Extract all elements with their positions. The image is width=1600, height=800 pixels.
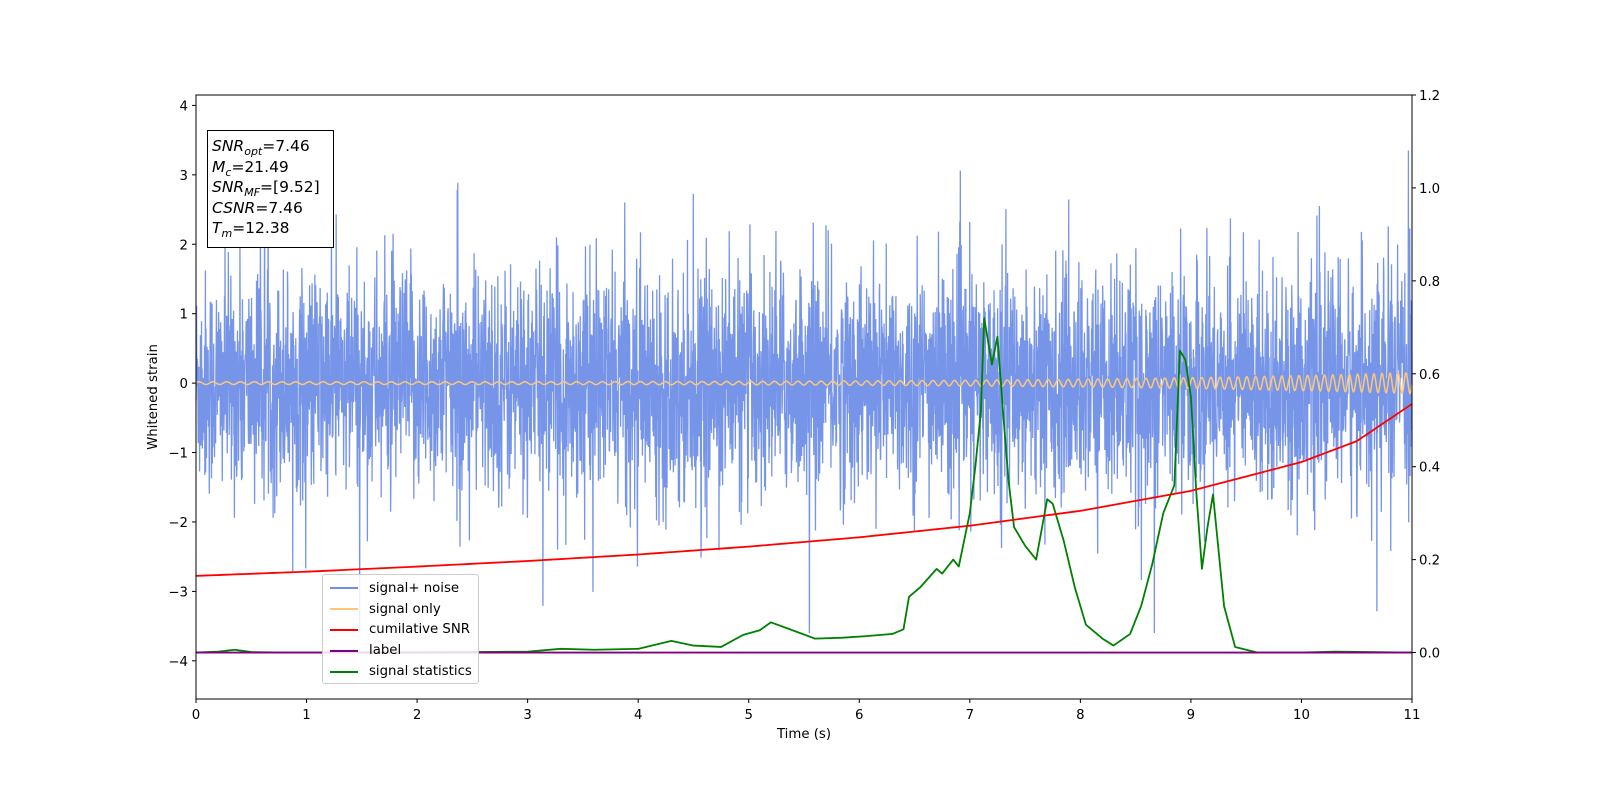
x-tick-label: 6	[855, 708, 863, 723]
x-tick-label: 1	[302, 708, 310, 723]
x-tick-label: 9	[1187, 708, 1195, 723]
snr-mf-subscript: MF	[244, 186, 261, 200]
y-axis-label: Whitened strain	[146, 344, 161, 450]
cumulative-snr-series	[195, 403, 1413, 577]
chirp-mass-symbol: M	[212, 157, 226, 176]
snr-opt-symbol: SNR	[212, 137, 245, 155]
x-tick-label: 0	[192, 708, 200, 723]
y-axis-right-ticks: 0.0 0.2 0.4 0.6 0.8 1.0 1.2	[1412, 89, 1440, 662]
legend-label: cumilative SNR	[369, 622, 471, 638]
snr-opt-subscript: opt	[244, 145, 263, 159]
legend-swatch	[330, 670, 358, 673]
y-axis-left-ticks: −4 −3 −2 −1 0 1 2 3 4	[168, 99, 196, 670]
legend-label: signal only	[369, 601, 441, 617]
x-tick-label: 4	[634, 708, 642, 723]
legend-swatch	[330, 628, 358, 631]
signal-statistics-series	[195, 317, 1413, 654]
legend-label: signal+ noise	[369, 580, 460, 596]
y-right-tick-label: 0.0	[1419, 647, 1440, 662]
x-tick-label: 10	[1293, 708, 1310, 723]
csnr-value: =7.46	[255, 198, 303, 217]
signal-only-line	[195, 371, 1413, 395]
y-left-tick-label: 3	[180, 169, 188, 184]
signal-noise-line	[195, 150, 1413, 634]
x-tick-label: 8	[1076, 708, 1084, 723]
y-left-tick-label: 4	[180, 99, 188, 114]
snr-opt-value: =7.46	[262, 137, 310, 155]
chirp-mass-value: =21.49	[231, 157, 289, 176]
y-right-tick-label: 0.4	[1419, 461, 1440, 476]
tm-symbol: T	[212, 219, 222, 237]
y-left-tick-label: −1	[168, 447, 188, 462]
legend-entry-signal-statistics: signal statistics	[327, 661, 478, 682]
csnr-symbol: CSNR	[212, 198, 256, 217]
y-right-tick-label: 1.2	[1419, 89, 1440, 104]
x-tick-label: 7	[966, 708, 974, 723]
legend-label: label	[369, 643, 402, 659]
signal-only-series	[195, 371, 1413, 395]
x-axis-ticks: 0 1 2 3 4 5 6 7 8 9 10 11	[192, 699, 1421, 723]
legend-swatch	[330, 608, 358, 611]
y-right-tick-label: 0.8	[1419, 275, 1440, 290]
legend-entry-signal-only: signal only	[327, 599, 478, 620]
signal-noise-series	[195, 150, 1413, 634]
tm-subscript: m	[221, 227, 233, 241]
snr-opt-row: SNRopt=7.46	[212, 136, 333, 157]
cumulative-snr-line	[195, 403, 1413, 577]
y-right-tick-label: 0.6	[1419, 368, 1440, 383]
snr-mf-value: =[9.52]	[260, 178, 320, 196]
x-tick-label: 11	[1404, 708, 1421, 723]
legend-entry-signal-noise: signal+ noise	[327, 578, 478, 599]
signal-statistics-line	[195, 317, 1413, 654]
tm-value: =12.38	[232, 219, 290, 237]
legend-entry-label: label	[327, 640, 478, 661]
legend-entry-cumulative-snr: cumilative SNR	[327, 620, 478, 641]
y-right-tick-label: 1.0	[1419, 182, 1440, 197]
chirp-mass-row: Mc=21.49	[212, 157, 333, 178]
x-axis-label: Time (s)	[776, 727, 831, 742]
chirp-mass-subscript: c	[225, 165, 232, 179]
csnr-row: CSNR=7.46	[212, 198, 333, 219]
y-left-tick-label: 1	[180, 308, 188, 323]
chart-legend: signal+ noise signal only cumilative SNR…	[322, 574, 479, 684]
y-left-tick-label: −2	[168, 516, 188, 531]
x-tick-label: 3	[523, 708, 531, 723]
tm-row: Tm=12.38	[212, 218, 333, 239]
y-left-tick-label: −3	[168, 585, 188, 600]
x-tick-label: 5	[744, 708, 752, 723]
plot-frame	[195, 94, 1413, 700]
legend-label: signal statistics	[369, 664, 472, 680]
snr-mf-row: SNRMF=[9.52]	[212, 177, 333, 198]
y-left-tick-label: −4	[168, 655, 188, 670]
snr-mf-symbol: SNR	[212, 178, 245, 196]
y-right-tick-label: 0.2	[1419, 554, 1440, 569]
y-left-tick-label: 2	[180, 238, 188, 253]
legend-swatch	[330, 649, 358, 652]
x-tick-label: 2	[413, 708, 421, 723]
y-left-tick-label: 0	[180, 377, 188, 392]
parameters-box: SNRopt=7.46 Mc=21.49 SNRMF=[9.52] CSNR=7…	[207, 130, 334, 248]
legend-swatch	[330, 587, 358, 590]
